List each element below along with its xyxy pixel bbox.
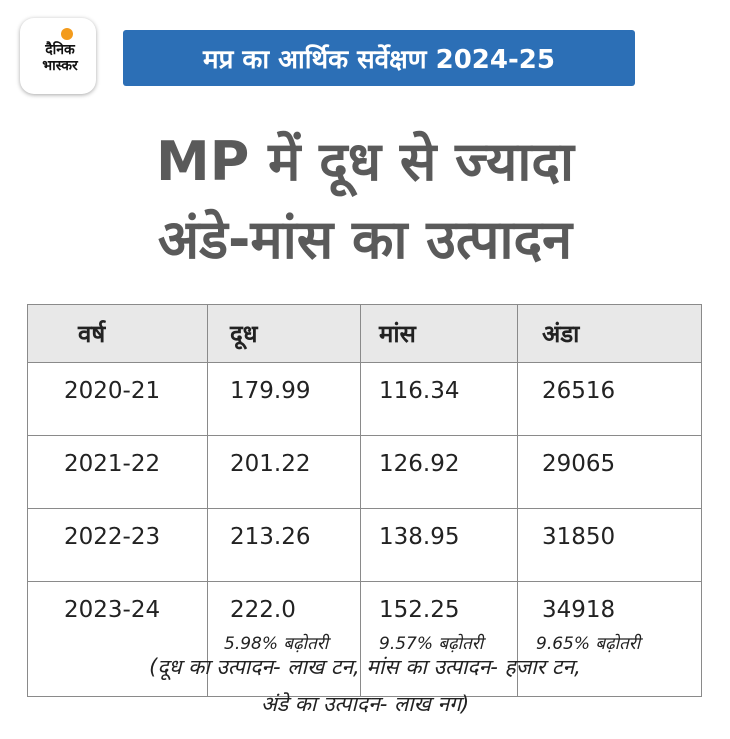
cell-meat: 152.25 9.57% बढ़ोतरी — [360, 581, 518, 697]
cell-year: 2022-23 — [27, 508, 208, 582]
survey-banner: मप्र का आर्थिक सर्वेक्षण 2024-25 — [123, 30, 635, 86]
milk-growth: 5.98% बढ़ोतरी — [224, 634, 329, 654]
egg-value: 34918 — [542, 597, 616, 623]
logo-text: दैनिक भास्कर — [30, 42, 90, 74]
cell-year: 2020-21 — [27, 362, 208, 436]
meat-growth: 9.57% बढ़ोतरी — [379, 634, 484, 654]
table-header-row: वर्ष दूध मांस अंडा — [27, 304, 702, 363]
egg-growth: 9.65% बढ़ोतरी — [536, 634, 641, 654]
cell-meat: 138.95 — [360, 508, 518, 582]
header-year: वर्ष — [27, 304, 208, 363]
header-egg: अंडा — [517, 304, 702, 363]
meat-value: 152.25 — [379, 597, 460, 623]
units-note-line-1: (दूध का उत्पादन- लाख टन, मांस का उत्पादन… — [149, 655, 581, 679]
table-row: 2021-22 201.22 126.92 29065 — [27, 435, 702, 509]
cell-year: 2021-22 — [27, 435, 208, 509]
cell-egg: 34918 9.65% बढ़ोतरी — [517, 581, 702, 697]
cell-milk: 179.99 — [207, 362, 361, 436]
production-table: वर्ष दूध मांस अंडा 2020-21 179.99 116.34… — [27, 304, 702, 697]
headline-line-2: अंडे-मांस का उत्पादन — [157, 208, 573, 271]
cell-milk: 213.26 — [207, 508, 361, 582]
cell-meat: 116.34 — [360, 362, 518, 436]
logo-line-2: भास्कर — [42, 58, 78, 74]
cell-egg: 29065 — [517, 435, 702, 509]
cell-milk: 201.22 — [207, 435, 361, 509]
milk-value: 222.0 — [230, 597, 296, 623]
table-row: 2022-23 213.26 138.95 31850 — [27, 508, 702, 582]
table-row: 2020-21 179.99 116.34 26516 — [27, 362, 702, 436]
header-milk: दूध — [207, 304, 361, 363]
cell-meat: 126.92 — [360, 435, 518, 509]
header-meat: मांस — [360, 304, 518, 363]
cell-egg: 31850 — [517, 508, 702, 582]
sun-icon — [61, 28, 73, 40]
cell-year: 2023-24 — [27, 581, 208, 697]
headline-line-1: MP में दूध से ज्यादा — [155, 130, 575, 193]
table-row: 2023-24 222.0 5.98% बढ़ोतरी 152.25 9.57%… — [27, 581, 702, 697]
dainik-bhaskar-logo: दैनिक भास्कर — [20, 18, 96, 94]
cell-milk: 222.0 5.98% बढ़ोतरी — [207, 581, 361, 697]
units-note-line-2: अंडे का उत्पादन- लाख नग) — [260, 692, 470, 716]
logo-line-1: दैनिक — [45, 42, 75, 58]
cell-egg: 26516 — [517, 362, 702, 436]
